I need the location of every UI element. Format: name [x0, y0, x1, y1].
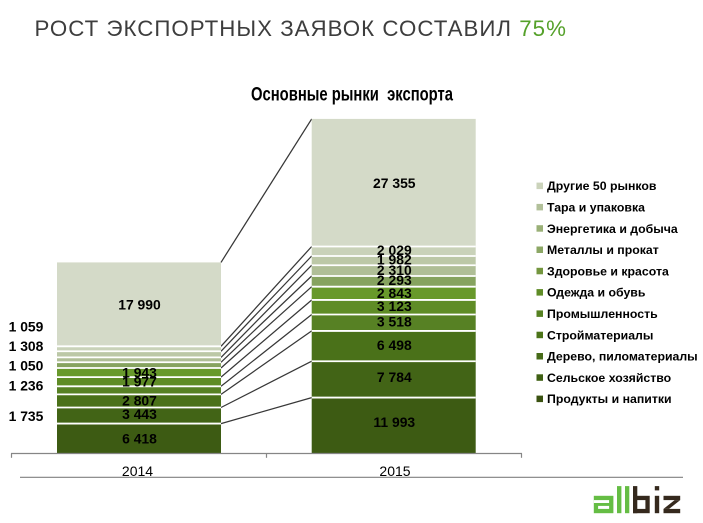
- svg-text:3 123: 3 123: [377, 298, 412, 314]
- svg-text:Продукты и напитки: Продукты и напитки: [547, 392, 672, 406]
- svg-text:Основные рынки экспорта: Основные рынки экспорта: [251, 83, 453, 105]
- svg-text:1 059: 1 059: [9, 318, 44, 334]
- svg-text:Металлы и прокат: Металлы и прокат: [547, 243, 659, 257]
- svg-text:11 993: 11 993: [373, 414, 415, 430]
- svg-text:2014: 2014: [122, 463, 153, 479]
- svg-text:3 518: 3 518: [377, 313, 412, 329]
- svg-text:3 443: 3 443: [122, 406, 157, 422]
- svg-text:1 735: 1 735: [9, 408, 44, 424]
- svg-text:Стройматериалы: Стройматериалы: [547, 328, 653, 342]
- svg-text:2 843: 2 843: [377, 285, 412, 301]
- svg-text:1 943: 1 943: [122, 364, 157, 380]
- svg-text:Одежда и обувь: Одежда и обувь: [547, 286, 646, 300]
- svg-text:1 308: 1 308: [9, 338, 44, 354]
- svg-text:7 784: 7 784: [377, 369, 412, 385]
- svg-text:2 029: 2 029: [377, 242, 412, 258]
- svg-text:Сельское хозяйство: Сельское хозяйство: [547, 371, 672, 385]
- svg-text:6 498: 6 498: [377, 337, 412, 353]
- svg-text:17 990: 17 990: [118, 296, 161, 312]
- svg-text:Промышленность: Промышленность: [547, 307, 658, 321]
- svg-text:Тара и упаковка: Тара и упаковка: [547, 201, 645, 215]
- svg-text:6 418: 6 418: [122, 430, 157, 446]
- svg-text:2015: 2015: [379, 463, 410, 479]
- svg-text:1 977: 1 977: [122, 374, 157, 390]
- svg-text:Дерево, пиломатериалы: Дерево, пиломатериалы: [547, 350, 698, 364]
- svg-text:Здоровье и красота: Здоровье и красота: [547, 264, 669, 278]
- svg-text:2 293: 2 293: [377, 272, 412, 288]
- svg-text:1 982: 1 982: [377, 252, 412, 268]
- svg-text:1 050: 1 050: [9, 357, 44, 373]
- svg-text:27 355: 27 355: [373, 175, 416, 191]
- svg-text:Другие 50 рынков: Другие 50 рынков: [547, 179, 657, 193]
- svg-text:2 807: 2 807: [122, 392, 157, 408]
- svg-text:Энергетика и добыча: Энергетика и добыча: [547, 222, 678, 236]
- svg-text:2 310: 2 310: [377, 262, 412, 278]
- svg-text:1 236: 1 236: [9, 377, 44, 393]
